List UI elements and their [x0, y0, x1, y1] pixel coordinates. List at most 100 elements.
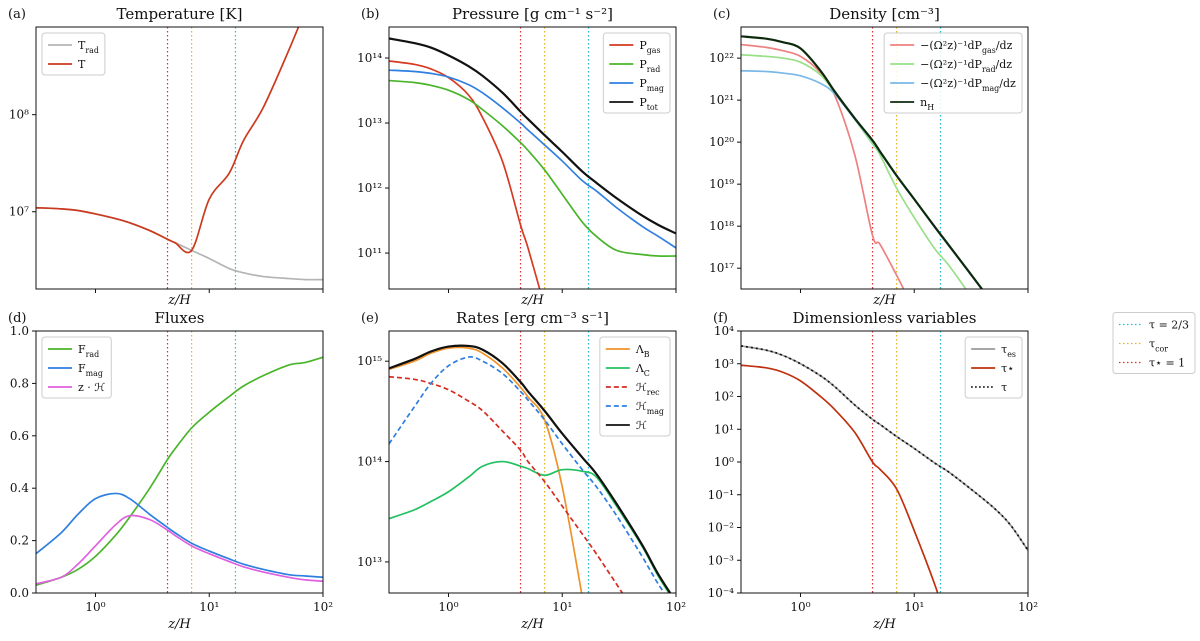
y-tick-label: 10¹ [714, 422, 734, 436]
y-tick-label: 10³ [714, 357, 734, 371]
legend-frame [599, 336, 671, 437]
plot-area [36, 27, 323, 289]
x-axis-label: z/H [520, 617, 544, 632]
x-axis-label: z/H [167, 293, 191, 308]
x-axis-label: z/H [520, 293, 544, 308]
series-line [36, 514, 323, 585]
y-tick-label: 0.4 [10, 481, 29, 495]
legend-label: ΛC​ [635, 362, 650, 378]
y-tick-label: 10⁻¹ [708, 488, 734, 502]
axes-frame [388, 26, 677, 290]
plot-area [389, 331, 672, 593]
plot-area [741, 331, 1028, 593]
legend: Trad​ T [41, 32, 106, 76]
series-line [741, 43, 905, 289]
y-tick-label: 10² [714, 390, 734, 404]
legend-items: τes​ τ⋆ τ [971, 343, 1016, 394]
panel-title: Pressure [g cm⁻¹ s⁻²] [452, 5, 613, 23]
legend-label: Ptot​ [639, 96, 658, 112]
legend-frame [883, 32, 1023, 114]
legend-items: −(Ω²z)⁻¹dPgas/dz −(Ω²z)⁻¹dPrad/dz −(Ω²z)⁻¹… [890, 39, 1016, 112]
panel-title: Fluxes [155, 309, 205, 327]
legend-label: ΛB​ [635, 343, 650, 359]
plot-area [741, 27, 984, 289]
panel-title: Density [cm⁻³] [829, 5, 940, 23]
panel: (b) Pressure [g cm⁻¹ s⁻²] 10¹¹ 10¹² 10¹³ 10¹⁴… [357, 5, 677, 308]
legend-label: z · ℋ [78, 381, 105, 394]
panel-label: (d) [8, 311, 26, 326]
series-line [389, 460, 670, 593]
legend-items: Trad​ T [48, 39, 99, 71]
series-line [389, 344, 672, 593]
plot-area [36, 331, 323, 593]
legend-label: τ⋆ = 1 [1149, 357, 1185, 370]
series-line [389, 69, 676, 249]
y-tick-label: 10⁻⁴ [708, 586, 735, 600]
series-line [389, 60, 541, 289]
x-axis-label: z/H [872, 293, 896, 308]
x-tick-label: 10⁰ [85, 600, 105, 614]
x-tick-label: 10² [1018, 600, 1038, 614]
legend-frame [1112, 312, 1196, 374]
legend-label: ℋ [636, 419, 647, 432]
panel-label: (a) [8, 7, 26, 22]
legend-label: −(Ω²z)⁻¹dPmag/dz [920, 77, 1016, 93]
series-line [389, 346, 583, 593]
panel: (d) Fluxes 0.0 0.2 0.4 0.6 0.8 1.0 10⁰ 10¹ 10² z/H F… [8, 309, 333, 632]
y-tick-label: 0.0 [10, 586, 29, 600]
panel-title: Rates [erg cm⁻³ s⁻¹] [456, 309, 609, 327]
series-line [389, 79, 676, 257]
legend: τ = 2/3 τcor​ τ⋆ = 1 [1112, 312, 1196, 374]
legend: Frad​ Fmag​ z · ℋ [41, 336, 112, 399]
legend-items: ΛB​ ΛC​ ℋrec​ ℋmag​ ℋ [605, 343, 664, 432]
legend-label: τcor​ [1149, 338, 1168, 354]
y-tick-label: 10¹³ [357, 116, 382, 130]
legend-label: τ [1001, 381, 1007, 394]
x-tick-label: 10⁰ [438, 600, 458, 614]
legend: −(Ω²z)⁻¹dPgas/dz −(Ω²z)⁻¹dPrad/dz −(Ω²z)⁻¹… [883, 32, 1023, 114]
y-tick-label: 10¹⁵ [357, 354, 382, 368]
y-tick-label: 10⁴ [714, 324, 734, 338]
panel: (c) Density [cm⁻³] 10¹⁷ 10¹⁸ 10¹⁹ 10²⁰ 10²¹ 10²… [709, 5, 1029, 308]
legend-frame [41, 336, 112, 399]
series-line [389, 375, 624, 593]
legend-label: −(Ω²z)⁻¹dPgas/dz [920, 39, 1012, 55]
series-line [36, 356, 323, 586]
legend-label: Pmag​ [639, 77, 664, 93]
y-tick-label: 0.8 [10, 376, 29, 390]
y-tick-label: 0.2 [10, 534, 29, 548]
x-tick-label: 10² [666, 600, 686, 614]
legend-label: Frad​ [78, 343, 99, 359]
y-tick-label: 10⁸ [9, 108, 29, 122]
x-tick-label: 10¹ [199, 600, 219, 614]
legend-label: −(Ω²z)⁻¹dPrad/dz [920, 58, 1012, 74]
x-tick-label: 10¹ [904, 600, 924, 614]
y-tick-label: 10²⁰ [709, 135, 734, 149]
y-tick-label: 10¹⁷ [709, 261, 734, 275]
legend-frame [602, 32, 671, 114]
x-tick-label: 10¹ [552, 600, 572, 614]
legend-items: τ = 2/3 τcor​ τ⋆ = 1 [1119, 319, 1189, 370]
plot-area [389, 27, 676, 289]
y-tick-label: 1.0 [10, 324, 29, 338]
legend: ΛB​ ΛC​ ℋrec​ ℋmag​ ℋ [599, 336, 671, 437]
panel-label: (c) [713, 7, 730, 22]
y-tick-label: 10¹¹ [357, 246, 382, 260]
x-axis-label: z/H [872, 617, 896, 632]
panel-title: Temperature [K] [117, 5, 243, 23]
y-tick-label: 10⁷ [9, 205, 29, 219]
legend-items: Pgas​ Prad​ Pmag​ Ptot​ [609, 39, 664, 112]
series-line [741, 345, 1028, 551]
legend-label: T [78, 58, 86, 71]
y-tick-label: 10¹⁹ [709, 177, 734, 191]
legend-label: τ = 2/3 [1149, 319, 1189, 332]
panel-label: (e) [361, 311, 379, 326]
panel: (e) Rates [erg cm⁻³ s⁻¹] 10¹³ 10¹⁴ 10¹⁵ 10⁰ 10… [357, 309, 686, 632]
legend-items: Frad​ Fmag​ z · ℋ [48, 343, 105, 394]
legend: Pgas​ Prad​ Pmag​ Ptot​ [602, 32, 671, 114]
series-line [741, 35, 984, 289]
y-tick-label: 10⁻³ [708, 553, 735, 567]
legend-label: Fmag​ [78, 362, 103, 378]
legend-label: τes​ [1001, 343, 1016, 359]
